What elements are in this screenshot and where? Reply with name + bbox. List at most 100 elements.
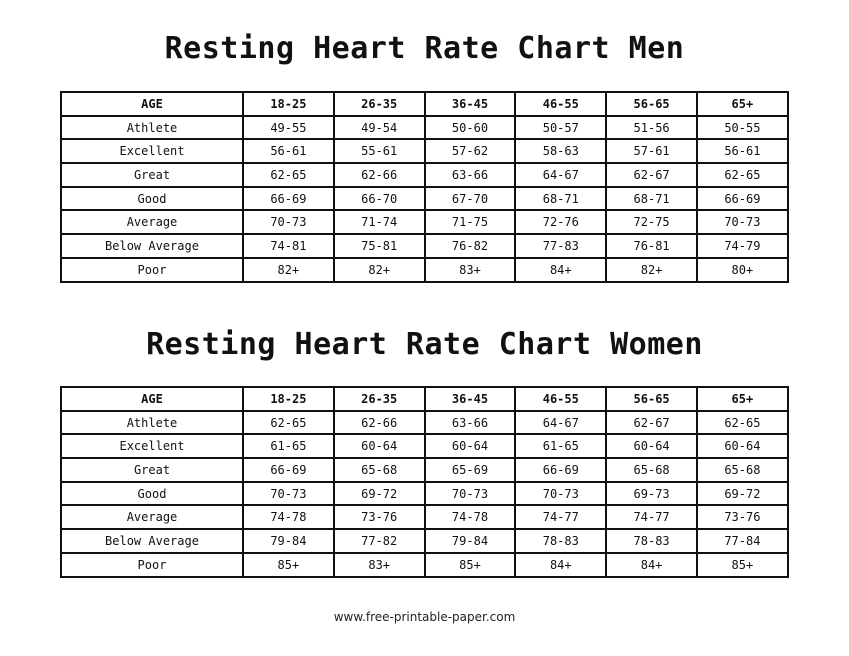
table-cell: 62-65 (242, 409, 335, 436)
table-cell: 71-75 (423, 209, 517, 236)
table-cell: 74-81 (242, 233, 335, 259)
table-cell: 57-62 (423, 138, 517, 165)
age-column-header: AGE (60, 91, 244, 117)
row-label: Athlete (60, 409, 244, 436)
table-cell: 51-56 (605, 114, 698, 141)
table-cell: 80+ (695, 256, 789, 283)
source-url: www.free-printable-paper.com (333, 610, 516, 624)
table-cell: 49-55 (242, 114, 335, 141)
table-cell: 77-82 (332, 528, 426, 554)
table-cell: 70-73 (242, 480, 335, 507)
table-cell: 74-77 (514, 504, 608, 531)
table-cell: 69-73 (605, 480, 698, 507)
table-row: Good 70-73 69-72 70-73 70-73 69-73 69-72 (60, 480, 789, 507)
table-cell: 62-67 (605, 409, 698, 436)
row-label: Athlete (60, 114, 244, 141)
table-cell: 69-72 (332, 480, 426, 507)
table-cell: 74-79 (695, 233, 789, 259)
table-cell: 56-61 (695, 138, 789, 165)
row-label: Poor (60, 551, 244, 578)
row-label: Average (60, 209, 244, 236)
row-label: Good (60, 185, 244, 212)
age-column-header: AGE (60, 386, 244, 412)
table-cell: 60-64 (695, 433, 789, 460)
table-cell: 85+ (423, 551, 517, 578)
table-row: Poor 82+ 82+ 83+ 84+ 82+ 80+ (60, 256, 789, 283)
table-cell: 77-84 (695, 528, 789, 554)
table-cell: 65-68 (332, 457, 426, 483)
table-cell: 69-72 (695, 480, 789, 507)
table-cell: 58-63 (514, 138, 608, 165)
table-cell: 85+ (695, 551, 789, 578)
column-header: 26-35 (332, 91, 426, 117)
column-header: 56-65 (605, 386, 698, 412)
table-cell: 68-71 (605, 185, 698, 212)
table-cell: 79-84 (242, 528, 335, 554)
column-header: 65+ (695, 386, 789, 412)
table-cell: 66-69 (242, 457, 335, 483)
column-header: 36-45 (423, 91, 517, 117)
table-row: Excellent 61-65 60-64 60-64 61-65 60-64 … (60, 433, 789, 460)
table-cell: 83+ (332, 551, 426, 578)
row-label: Great (60, 162, 244, 188)
table-row: Below Average 79-84 77-82 79-84 78-83 78… (60, 528, 789, 554)
table-cell: 76-81 (605, 233, 698, 259)
table-cell: 84+ (514, 256, 608, 283)
table-cell: 62-66 (332, 409, 426, 436)
table-cell: 70-73 (695, 209, 789, 236)
table-row: Athlete 62-65 62-66 63-66 64-67 62-67 62… (60, 409, 789, 436)
table-cell: 74-78 (242, 504, 335, 531)
women-chart-title: Resting Heart Rate Chart Women (146, 327, 703, 362)
table-cell: 84+ (605, 551, 698, 578)
table-cell: 65-68 (695, 457, 789, 483)
table-cell: 73-76 (695, 504, 789, 531)
table-cell: 62-67 (605, 162, 698, 188)
table-cell: 50-60 (423, 114, 517, 141)
table-cell: 61-65 (242, 433, 335, 460)
table-cell: 65-68 (605, 457, 698, 483)
table-header-row: AGE 18-25 26-35 36-45 46-55 56-65 65+ (60, 91, 789, 117)
table-cell: 77-83 (514, 233, 608, 259)
table-cell: 61-65 (514, 433, 608, 460)
table-row: Average 70-73 71-74 71-75 72-76 72-75 70… (60, 209, 789, 236)
table-cell: 56-61 (242, 138, 335, 165)
table-cell: 57-61 (605, 138, 698, 165)
table-cell: 60-64 (332, 433, 426, 460)
table-cell: 63-66 (423, 162, 517, 188)
column-header: 65+ (695, 91, 789, 117)
table-cell: 84+ (514, 551, 608, 578)
table-cell: 62-65 (695, 409, 789, 436)
men-heart-rate-table: AGE 18-25 26-35 36-45 46-55 56-65 65+ At… (60, 91, 789, 283)
table-cell: 76-82 (423, 233, 517, 259)
table-cell: 66-70 (332, 185, 426, 212)
table-cell: 68-71 (514, 185, 608, 212)
table-cell: 83+ (423, 256, 517, 283)
table-cell: 60-64 (605, 433, 698, 460)
table-cell: 70-73 (514, 480, 608, 507)
table-row: Good 66-69 66-70 67-70 68-71 68-71 66-69 (60, 185, 789, 212)
table-cell: 71-74 (332, 209, 426, 236)
table-cell: 70-73 (242, 209, 335, 236)
row-label: Below Average (60, 528, 244, 554)
table-cell: 50-57 (514, 114, 608, 141)
table-cell: 66-69 (695, 185, 789, 212)
column-header: 46-55 (514, 386, 608, 412)
row-label: Average (60, 504, 244, 531)
table-cell: 73-76 (332, 504, 426, 531)
table-cell: 82+ (242, 256, 335, 283)
row-label: Excellent (60, 433, 244, 460)
table-cell: 72-75 (605, 209, 698, 236)
table-cell: 50-55 (695, 114, 789, 141)
row-label: Excellent (60, 138, 244, 165)
table-cell: 66-69 (514, 457, 608, 483)
women-heart-rate-table: AGE 18-25 26-35 36-45 46-55 56-65 65+ At… (60, 386, 789, 578)
table-cell: 78-83 (605, 528, 698, 554)
table-cell: 70-73 (423, 480, 517, 507)
column-header: 46-55 (514, 91, 608, 117)
table-row: Average 74-78 73-76 74-78 74-77 74-77 73… (60, 504, 789, 531)
table-row: Poor 85+ 83+ 85+ 84+ 84+ 85+ (60, 551, 789, 578)
column-header: 18-25 (242, 91, 335, 117)
table-cell: 55-61 (332, 138, 426, 165)
table-cell: 64-67 (514, 162, 608, 188)
table-cell: 62-65 (242, 162, 335, 188)
